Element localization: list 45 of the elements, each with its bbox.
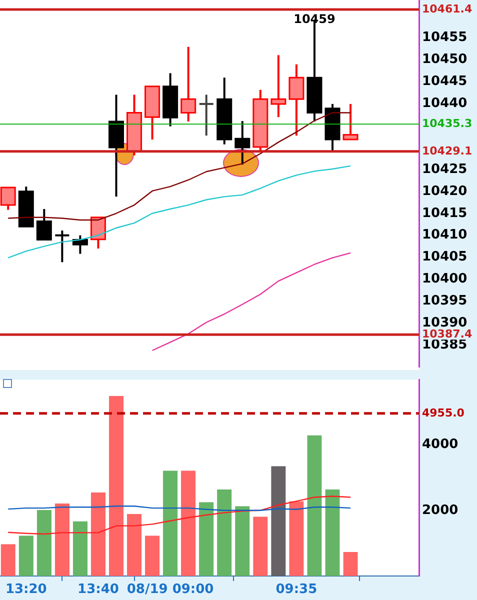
y-tick-label: 10395 — [422, 294, 468, 309]
x-tick-label: 13:40 — [78, 582, 119, 598]
bar — [162, 470, 178, 576]
ref-line-label: 4955.0 — [422, 406, 465, 420]
y-tick-label: 10455 — [422, 30, 468, 45]
bar — [108, 396, 124, 576]
bar — [343, 552, 358, 576]
bar — [54, 503, 70, 576]
bar — [180, 470, 196, 576]
y-tick-label: 10445 — [422, 74, 468, 89]
bar — [325, 489, 340, 576]
bar — [235, 506, 250, 576]
y-tick-label: 4000 — [422, 437, 458, 452]
x-tick-label: 13:20 — [5, 582, 47, 598]
y-tick-label: 10405 — [422, 250, 468, 265]
y-tick-label: 10420 — [422, 184, 468, 199]
ref-line-label: 10429.1 — [422, 144, 472, 158]
y-tick-label: 10410 — [422, 228, 468, 243]
bar — [144, 536, 160, 576]
ref-line-label: 10387.4 — [422, 328, 472, 341]
bar — [0, 544, 16, 576]
y-tick-label: 10450 — [422, 52, 468, 67]
y-tick-label: 10425 — [422, 162, 468, 177]
ref-line-label: 10435.3 — [422, 117, 472, 130]
annotation: 10459 — [294, 12, 336, 26]
ref-line-label: 10461.4 — [422, 2, 472, 16]
bar — [289, 501, 304, 576]
bar — [253, 516, 268, 576]
bar — [126, 514, 142, 576]
y-tick-label: 10415 — [422, 206, 468, 221]
bar — [199, 502, 214, 576]
bar — [90, 492, 106, 576]
bar — [72, 521, 88, 576]
x-tick-label: 09:35 — [276, 582, 318, 598]
y-tick-label: 10400 — [422, 272, 468, 287]
y-tick-label: 10440 — [422, 96, 468, 111]
y-tick-label: 2000 — [422, 502, 458, 518]
bar — [18, 536, 34, 576]
candlestick — [54, 230, 70, 264]
bar — [307, 435, 322, 576]
candlestick — [198, 94, 214, 137]
bar — [217, 489, 232, 576]
x-tick-label: 08/19 09:00 — [126, 582, 214, 598]
bar — [271, 466, 286, 576]
bar — [36, 510, 52, 576]
